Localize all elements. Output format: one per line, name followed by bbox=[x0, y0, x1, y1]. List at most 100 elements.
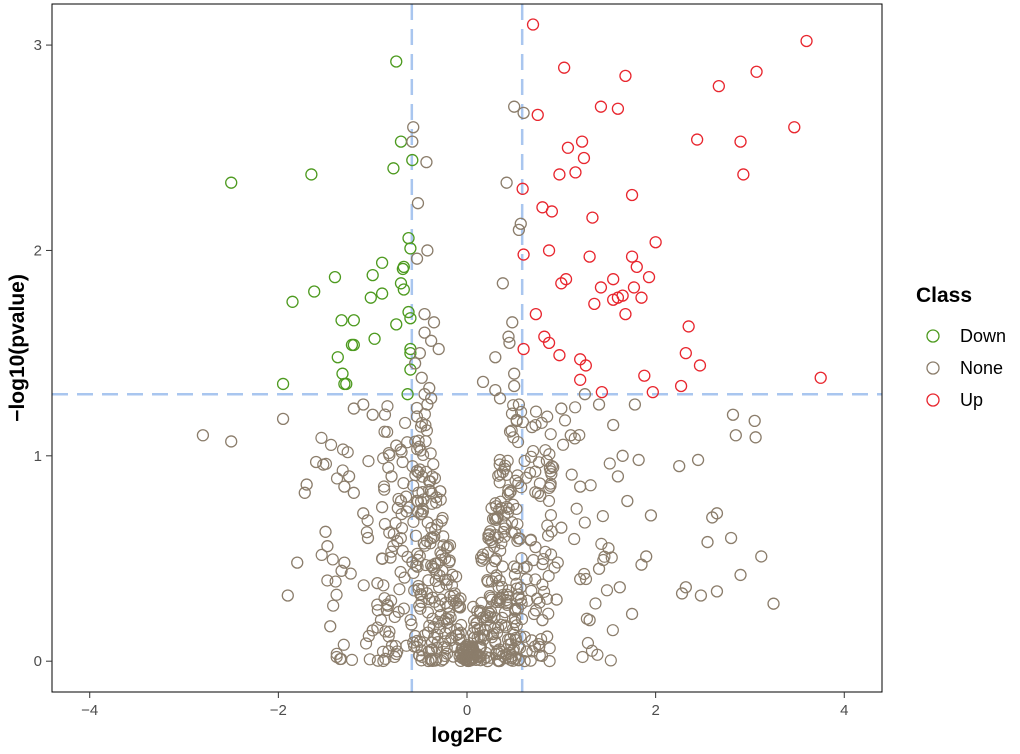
point-none bbox=[576, 650, 589, 664]
point-none bbox=[520, 645, 533, 658]
y-tick-label: 3 bbox=[34, 37, 42, 54]
point-none bbox=[604, 654, 617, 667]
point-up bbox=[627, 281, 641, 294]
point-none bbox=[496, 611, 509, 624]
point-none bbox=[565, 468, 578, 481]
point-none bbox=[603, 457, 616, 470]
point-none bbox=[335, 652, 348, 666]
point-none bbox=[363, 653, 376, 666]
point-none bbox=[504, 485, 517, 498]
point-none bbox=[425, 334, 438, 347]
point-none bbox=[410, 464, 424, 478]
point-none bbox=[486, 628, 499, 641]
point-up bbox=[814, 371, 827, 384]
point-none bbox=[628, 398, 642, 411]
point-none bbox=[419, 558, 432, 572]
point-none bbox=[425, 559, 438, 572]
point-none bbox=[500, 500, 513, 514]
point-none bbox=[360, 526, 373, 539]
point-none bbox=[602, 542, 615, 555]
point-none bbox=[281, 589, 294, 602]
point-none bbox=[464, 648, 478, 661]
point-none bbox=[428, 595, 441, 608]
legend-label-none: None bbox=[960, 358, 1003, 378]
point-up bbox=[625, 250, 639, 263]
point-down bbox=[387, 162, 400, 175]
point-none bbox=[407, 636, 420, 649]
point-none bbox=[383, 625, 396, 638]
point-down bbox=[404, 346, 417, 360]
point-down bbox=[305, 168, 318, 181]
point-none bbox=[616, 449, 629, 462]
point-none bbox=[425, 521, 438, 535]
point-none bbox=[404, 613, 417, 627]
point-up bbox=[569, 166, 582, 179]
point-down bbox=[331, 351, 344, 364]
point-none bbox=[385, 470, 398, 483]
point-none bbox=[589, 597, 602, 610]
point-down bbox=[345, 338, 359, 352]
point-none bbox=[330, 472, 344, 485]
point-none bbox=[498, 462, 511, 475]
point-up bbox=[635, 291, 648, 304]
point-none bbox=[486, 535, 499, 549]
point-none bbox=[448, 587, 461, 600]
point-none bbox=[419, 419, 432, 432]
point-up bbox=[586, 211, 599, 224]
point-down bbox=[225, 176, 238, 189]
point-up bbox=[800, 34, 813, 48]
legend-label-down: Down bbox=[960, 326, 1006, 346]
point-none bbox=[501, 488, 515, 501]
x-tick-label: 2 bbox=[651, 702, 659, 719]
legend: Class Down None Up bbox=[916, 284, 1006, 410]
point-none bbox=[724, 531, 738, 545]
point-none bbox=[518, 655, 531, 668]
point-none bbox=[510, 502, 523, 516]
point-none bbox=[416, 650, 429, 664]
point-none bbox=[511, 534, 524, 548]
point-none bbox=[425, 392, 438, 405]
point-down bbox=[396, 262, 410, 276]
point-none bbox=[326, 553, 339, 566]
point-none bbox=[315, 431, 328, 444]
point-none bbox=[592, 562, 606, 575]
point-none bbox=[390, 439, 403, 452]
point-none bbox=[514, 630, 527, 643]
point-none bbox=[545, 459, 559, 473]
point-none bbox=[583, 613, 596, 627]
point-none bbox=[359, 637, 373, 650]
point-none bbox=[395, 522, 409, 535]
point-none bbox=[382, 461, 395, 474]
point-none bbox=[625, 607, 639, 621]
point-none bbox=[508, 526, 522, 539]
point-none bbox=[501, 598, 514, 611]
point-none bbox=[543, 642, 556, 655]
x-axis-ticks: −4 −2 0 2 4 bbox=[81, 692, 848, 719]
point-none bbox=[536, 613, 549, 627]
point-none bbox=[366, 624, 379, 637]
point-down bbox=[308, 285, 321, 298]
point-none bbox=[499, 619, 512, 632]
point-none bbox=[579, 572, 593, 586]
x-tick-label: 4 bbox=[840, 702, 848, 719]
point-none bbox=[517, 106, 530, 119]
point-none bbox=[512, 591, 525, 604]
point-none bbox=[357, 398, 370, 411]
point-none bbox=[523, 466, 537, 480]
point-down bbox=[404, 363, 417, 376]
point-none bbox=[621, 494, 634, 508]
point-up bbox=[529, 307, 543, 321]
point-none bbox=[485, 561, 498, 575]
point-none bbox=[501, 454, 514, 467]
point-none bbox=[387, 528, 400, 541]
point-none bbox=[225, 435, 238, 448]
point-up bbox=[517, 342, 530, 356]
point-none bbox=[632, 453, 645, 467]
point-none bbox=[428, 530, 441, 543]
y-tick-label: 0 bbox=[34, 653, 42, 670]
point-none bbox=[414, 495, 428, 508]
point-up bbox=[542, 244, 556, 257]
point-none bbox=[407, 121, 420, 134]
point-none bbox=[276, 412, 290, 426]
point-none bbox=[317, 458, 330, 471]
